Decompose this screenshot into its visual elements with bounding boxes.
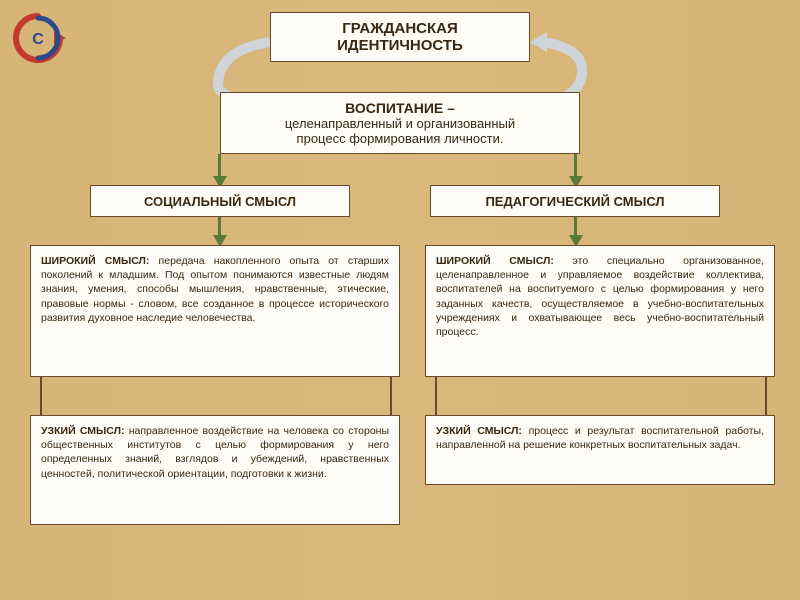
conn-right-v1 [435,377,437,415]
arrow-stem-left-1 [218,154,221,178]
mid-box-title: ВОСПИТАНИЕ – [231,100,569,116]
left-narrow-box: УЗКИЙ СМЫСЛ: направленное воздействие на… [30,415,400,525]
right-header-label: ПЕДАГОГИЧЕСКИЙ СМЫСЛ [441,194,709,209]
right-narrow-lead: УЗКИЙ СМЫСЛ: [436,425,522,437]
conn-left-v1 [40,377,42,415]
right-wide-lead: ШИРОКИЙ СМЫСЛ: [436,255,554,267]
mid-box: ВОСПИТАНИЕ – целенаправленный и организо… [220,92,580,154]
right-narrow-box: УЗКИЙ СМЫСЛ: процесс и результат воспита… [425,415,775,485]
left-narrow-lead: УЗКИЙ СМЫСЛ: [41,425,125,437]
top-box-line2: ИДЕНТИЧНОСТЬ [281,37,519,54]
logo-icon: С [8,8,68,68]
conn-left-v2 [390,377,392,415]
left-wide-box: ШИРОКИЙ СМЫСЛ: передача накопленного опы… [30,245,400,377]
right-wide-box: ШИРОКИЙ СМЫСЛ: это специально организова… [425,245,775,377]
left-header-label: СОЦИАЛЬНЫЙ СМЫСЛ [101,194,339,209]
top-box-line1: ГРАЖДАНСКАЯ [281,20,519,37]
svg-text:С: С [32,31,44,48]
left-wide-lead: ШИРОКИЙ СМЫСЛ: [41,255,149,267]
mid-box-line2: процесс формирования личности. [231,131,569,146]
top-box: ГРАЖДАНСКАЯ ИДЕНТИЧНОСТЬ [270,12,530,62]
arrow-stem-right-2 [574,217,577,237]
conn-right-v2 [765,377,767,415]
right-header-box: ПЕДАГОГИЧЕСКИЙ СМЫСЛ [430,185,720,217]
right-wide-body: это специально организованное, целенапра… [436,255,764,338]
arrow-stem-left-2 [218,217,221,237]
mid-box-line1: целенаправленный и организованный [231,116,569,131]
arrow-stem-right-1 [574,154,577,178]
left-header-box: СОЦИАЛЬНЫЙ СМЫСЛ [90,185,350,217]
